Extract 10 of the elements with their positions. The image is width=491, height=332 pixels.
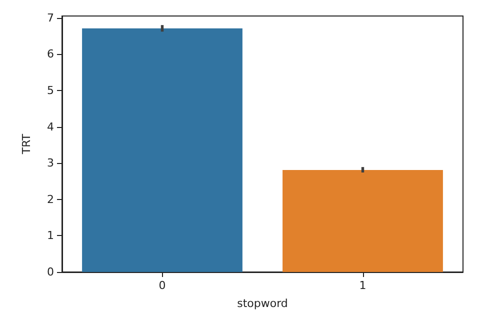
y-tick-label: 7	[47, 11, 54, 24]
y-axis-title: TRT	[20, 134, 33, 156]
y-tick-label: 4	[47, 120, 54, 134]
y-tick-label: 0	[47, 266, 54, 278]
y-tick-label: 3	[47, 156, 54, 170]
x-axis-title: stopword	[237, 297, 288, 310]
y-tick-label: 6	[47, 48, 54, 61]
y-tick-label: 1	[47, 229, 54, 242]
y-tick-label: 2	[47, 192, 54, 206]
y-tick-label: 5	[47, 84, 54, 97]
